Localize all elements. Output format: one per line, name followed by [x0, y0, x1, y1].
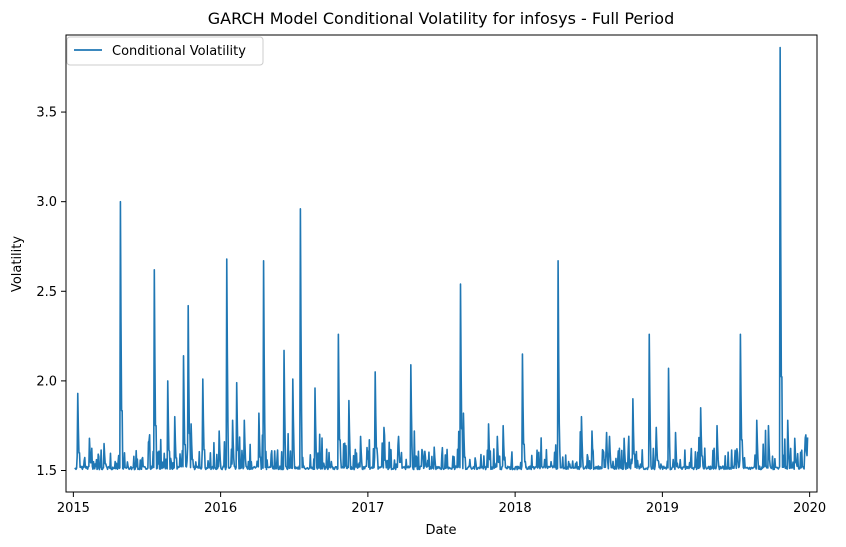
legend-label: Conditional Volatility — [112, 44, 246, 59]
x-axis-title: Date — [425, 523, 456, 538]
y-tick-label: 2.5 — [36, 285, 57, 300]
y-tick-label: 3.0 — [36, 195, 57, 210]
chart-title: GARCH Model Conditional Volatility for i… — [208, 9, 674, 28]
x-tick-label: 2018 — [499, 501, 532, 516]
plot-layer — [74, 46, 809, 471]
y-tick-label: 3.5 — [36, 106, 57, 121]
x-tick-label: 2020 — [793, 501, 826, 516]
x-tick-label: 2019 — [646, 501, 679, 516]
series-line-conditional-volatility — [74, 46, 809, 471]
x-tick-label: 2015 — [57, 501, 90, 516]
x-tick-label: 2016 — [204, 501, 237, 516]
axes-frame — [65, 34, 818, 493]
legend: Conditional Volatility — [66, 36, 264, 66]
y-tick-label: 1.5 — [36, 464, 57, 479]
axes-layer: 2015 2016 2017 2018 2019 2020 1.5 2.0 2.5 3.0 3.5 — [36, 34, 826, 516]
y-tick-label: 2.0 — [36, 374, 57, 389]
legend-frame — [66, 36, 264, 66]
x-tick-label: 2017 — [351, 501, 384, 516]
y-axis-title: Volatility — [10, 236, 25, 292]
